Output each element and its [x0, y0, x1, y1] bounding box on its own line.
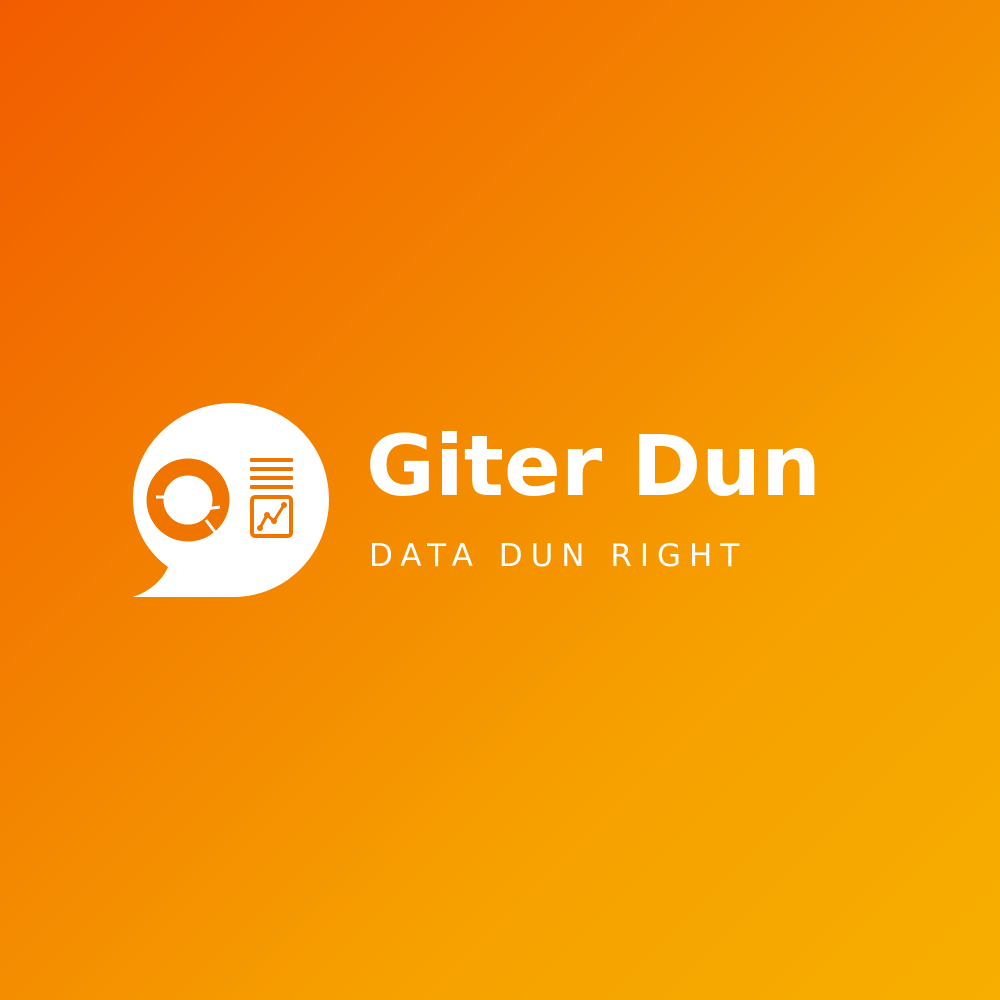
line-chart-icon [250, 495, 293, 538]
text-lines-icon [250, 458, 293, 489]
logo-mark [133, 403, 329, 597]
chat-bubble-data-report-icon [133, 403, 329, 597]
speech-bubble-shape [133, 403, 329, 597]
donut-chart-icon [146, 458, 230, 542]
brand-name: Giter Dun [366, 417, 821, 515]
brand-tagline: DATA DUN RIGHT [369, 538, 748, 574]
